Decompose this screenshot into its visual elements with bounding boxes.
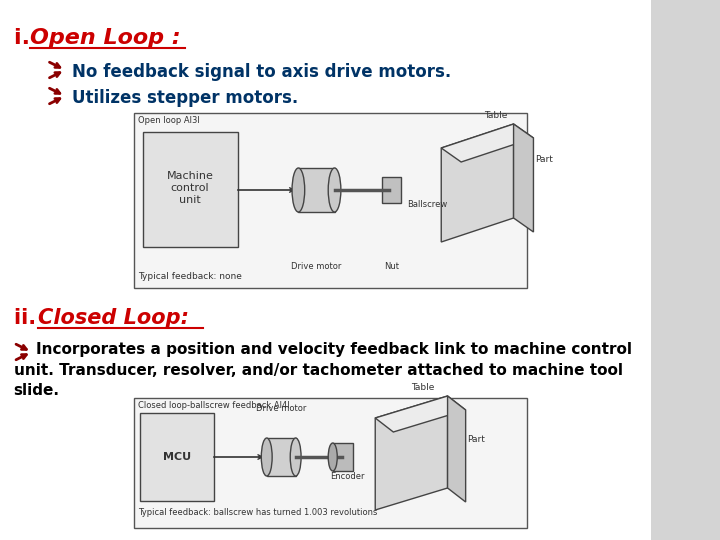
Text: Table: Table: [484, 111, 507, 120]
Bar: [143, 132, 238, 247]
Ellipse shape: [328, 168, 341, 212]
Text: Open Loop :: Open Loop :: [30, 28, 188, 48]
Bar: [266, 438, 296, 476]
Text: Ballscrew: Ballscrew: [407, 200, 447, 209]
Text: Encoder: Encoder: [330, 472, 364, 481]
Bar: [298, 168, 335, 212]
Text: MCU: MCU: [163, 452, 192, 462]
Text: Open loop Al3l: Open loop Al3l: [138, 116, 200, 125]
Polygon shape: [375, 396, 448, 510]
Polygon shape: [441, 124, 513, 242]
Polygon shape: [513, 124, 534, 232]
Ellipse shape: [261, 438, 272, 476]
Text: Part: Part: [535, 156, 553, 165]
Text: Table: Table: [411, 383, 435, 392]
Text: unit. Transducer, resolver, and/or tachometer attached to machine tool: unit. Transducer, resolver, and/or tacho…: [14, 363, 623, 378]
Ellipse shape: [328, 443, 337, 471]
Text: i.: i.: [14, 28, 37, 48]
Text: Closed Loop:: Closed Loop:: [38, 308, 189, 328]
FancyBboxPatch shape: [0, 0, 654, 540]
FancyBboxPatch shape: [134, 398, 527, 528]
Text: Incorporates a position and velocity feedback link to machine control: Incorporates a position and velocity fee…: [36, 342, 632, 357]
Text: ii.: ii.: [14, 308, 43, 328]
Bar: [140, 413, 215, 501]
Text: slide.: slide.: [14, 383, 60, 398]
FancyBboxPatch shape: [134, 113, 527, 288]
Text: Drive motor: Drive motor: [292, 262, 342, 271]
Text: Machine
control
unit: Machine control unit: [166, 171, 213, 205]
Text: No feedback signal to axis drive motors.: No feedback signal to axis drive motors.: [72, 63, 451, 81]
Text: Part: Part: [467, 435, 485, 444]
Ellipse shape: [290, 438, 301, 476]
Ellipse shape: [292, 168, 305, 212]
Bar: [382, 177, 402, 203]
Polygon shape: [441, 124, 534, 162]
Text: Typical feedback: none: Typical feedback: none: [138, 272, 242, 281]
Text: Typical feedback: ballscrew has turned 1.003 revolutions: Typical feedback: ballscrew has turned 1…: [138, 508, 378, 517]
Text: Utilizes stepper motors.: Utilizes stepper motors.: [72, 89, 299, 107]
Text: Drive motor: Drive motor: [256, 404, 307, 413]
Polygon shape: [375, 396, 466, 432]
Text: Nut: Nut: [384, 262, 399, 271]
Polygon shape: [448, 396, 466, 502]
Bar: [333, 443, 353, 471]
Text: Closed loop-ballscrew feedback Al4l: Closed loop-ballscrew feedback Al4l: [138, 401, 290, 410]
